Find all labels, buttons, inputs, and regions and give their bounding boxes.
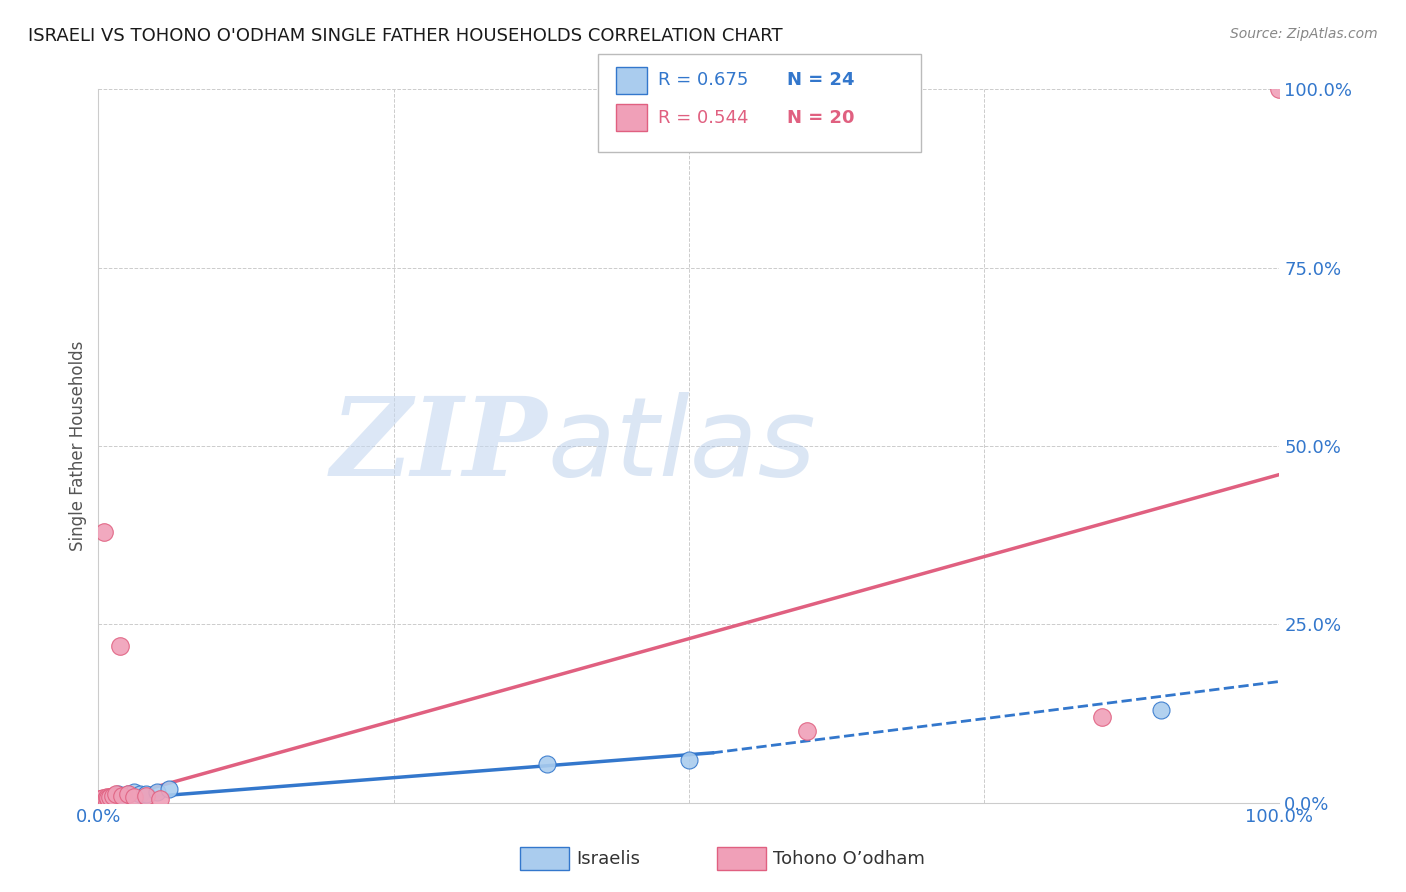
Text: Tohono O’odham: Tohono O’odham (773, 850, 925, 868)
Point (111, 789, 134, 803)
Point (89, 792, 111, 806)
Point (149, 792, 172, 806)
Point (107, 787, 129, 801)
Point (97, 791, 120, 805)
Point (91, 790, 114, 805)
Text: R = 0.544: R = 0.544 (658, 109, 748, 127)
Text: Source: ZipAtlas.com: Source: ZipAtlas.com (1230, 27, 1378, 41)
Text: Israelis: Israelis (576, 850, 641, 868)
Point (1150, 703, 1173, 717)
Point (117, 787, 139, 801)
Point (111, 789, 134, 803)
Point (146, 785, 169, 799)
Point (796, 724, 818, 739)
Point (128, 787, 150, 801)
Point (98, 790, 121, 805)
Point (101, 790, 124, 805)
Point (94, 790, 117, 805)
Text: ISRAELI VS TOHONO O'ODHAM SINGLE FATHER HOUSEHOLDS CORRELATION CHART: ISRAELI VS TOHONO O'ODHAM SINGLE FATHER … (28, 27, 783, 45)
Point (1091, 710, 1114, 724)
Text: N = 24: N = 24 (787, 71, 855, 89)
Point (105, 789, 128, 803)
Point (135, 789, 157, 804)
Point (98, 792, 121, 806)
Text: ZIP: ZIP (330, 392, 547, 500)
Point (97, 790, 120, 805)
Point (91, 793, 114, 807)
Point (122, 790, 145, 805)
Point (101, 789, 124, 803)
Text: N = 20: N = 20 (787, 109, 855, 127)
Point (117, 787, 139, 801)
Point (96, 793, 118, 807)
Point (90, 794, 112, 808)
Point (91, 792, 114, 806)
Point (94, 791, 117, 805)
Point (96, 790, 118, 805)
Point (108, 639, 131, 653)
Point (105, 787, 128, 801)
Point (536, 756, 558, 771)
Point (100, 792, 122, 806)
Point (93, 791, 115, 805)
Text: R = 0.675: R = 0.675 (658, 71, 748, 89)
Point (122, 785, 145, 799)
Point (135, 787, 157, 801)
Point (98, 790, 121, 805)
Point (678, 753, 700, 767)
Point (103, 790, 125, 805)
Point (91, 792, 114, 806)
Point (1268, 82, 1291, 96)
Point (93, 524, 115, 539)
Point (90, 791, 112, 805)
Y-axis label: Single Father Households: Single Father Households (69, 341, 87, 551)
Text: atlas: atlas (547, 392, 815, 500)
Point (157, 781, 180, 796)
